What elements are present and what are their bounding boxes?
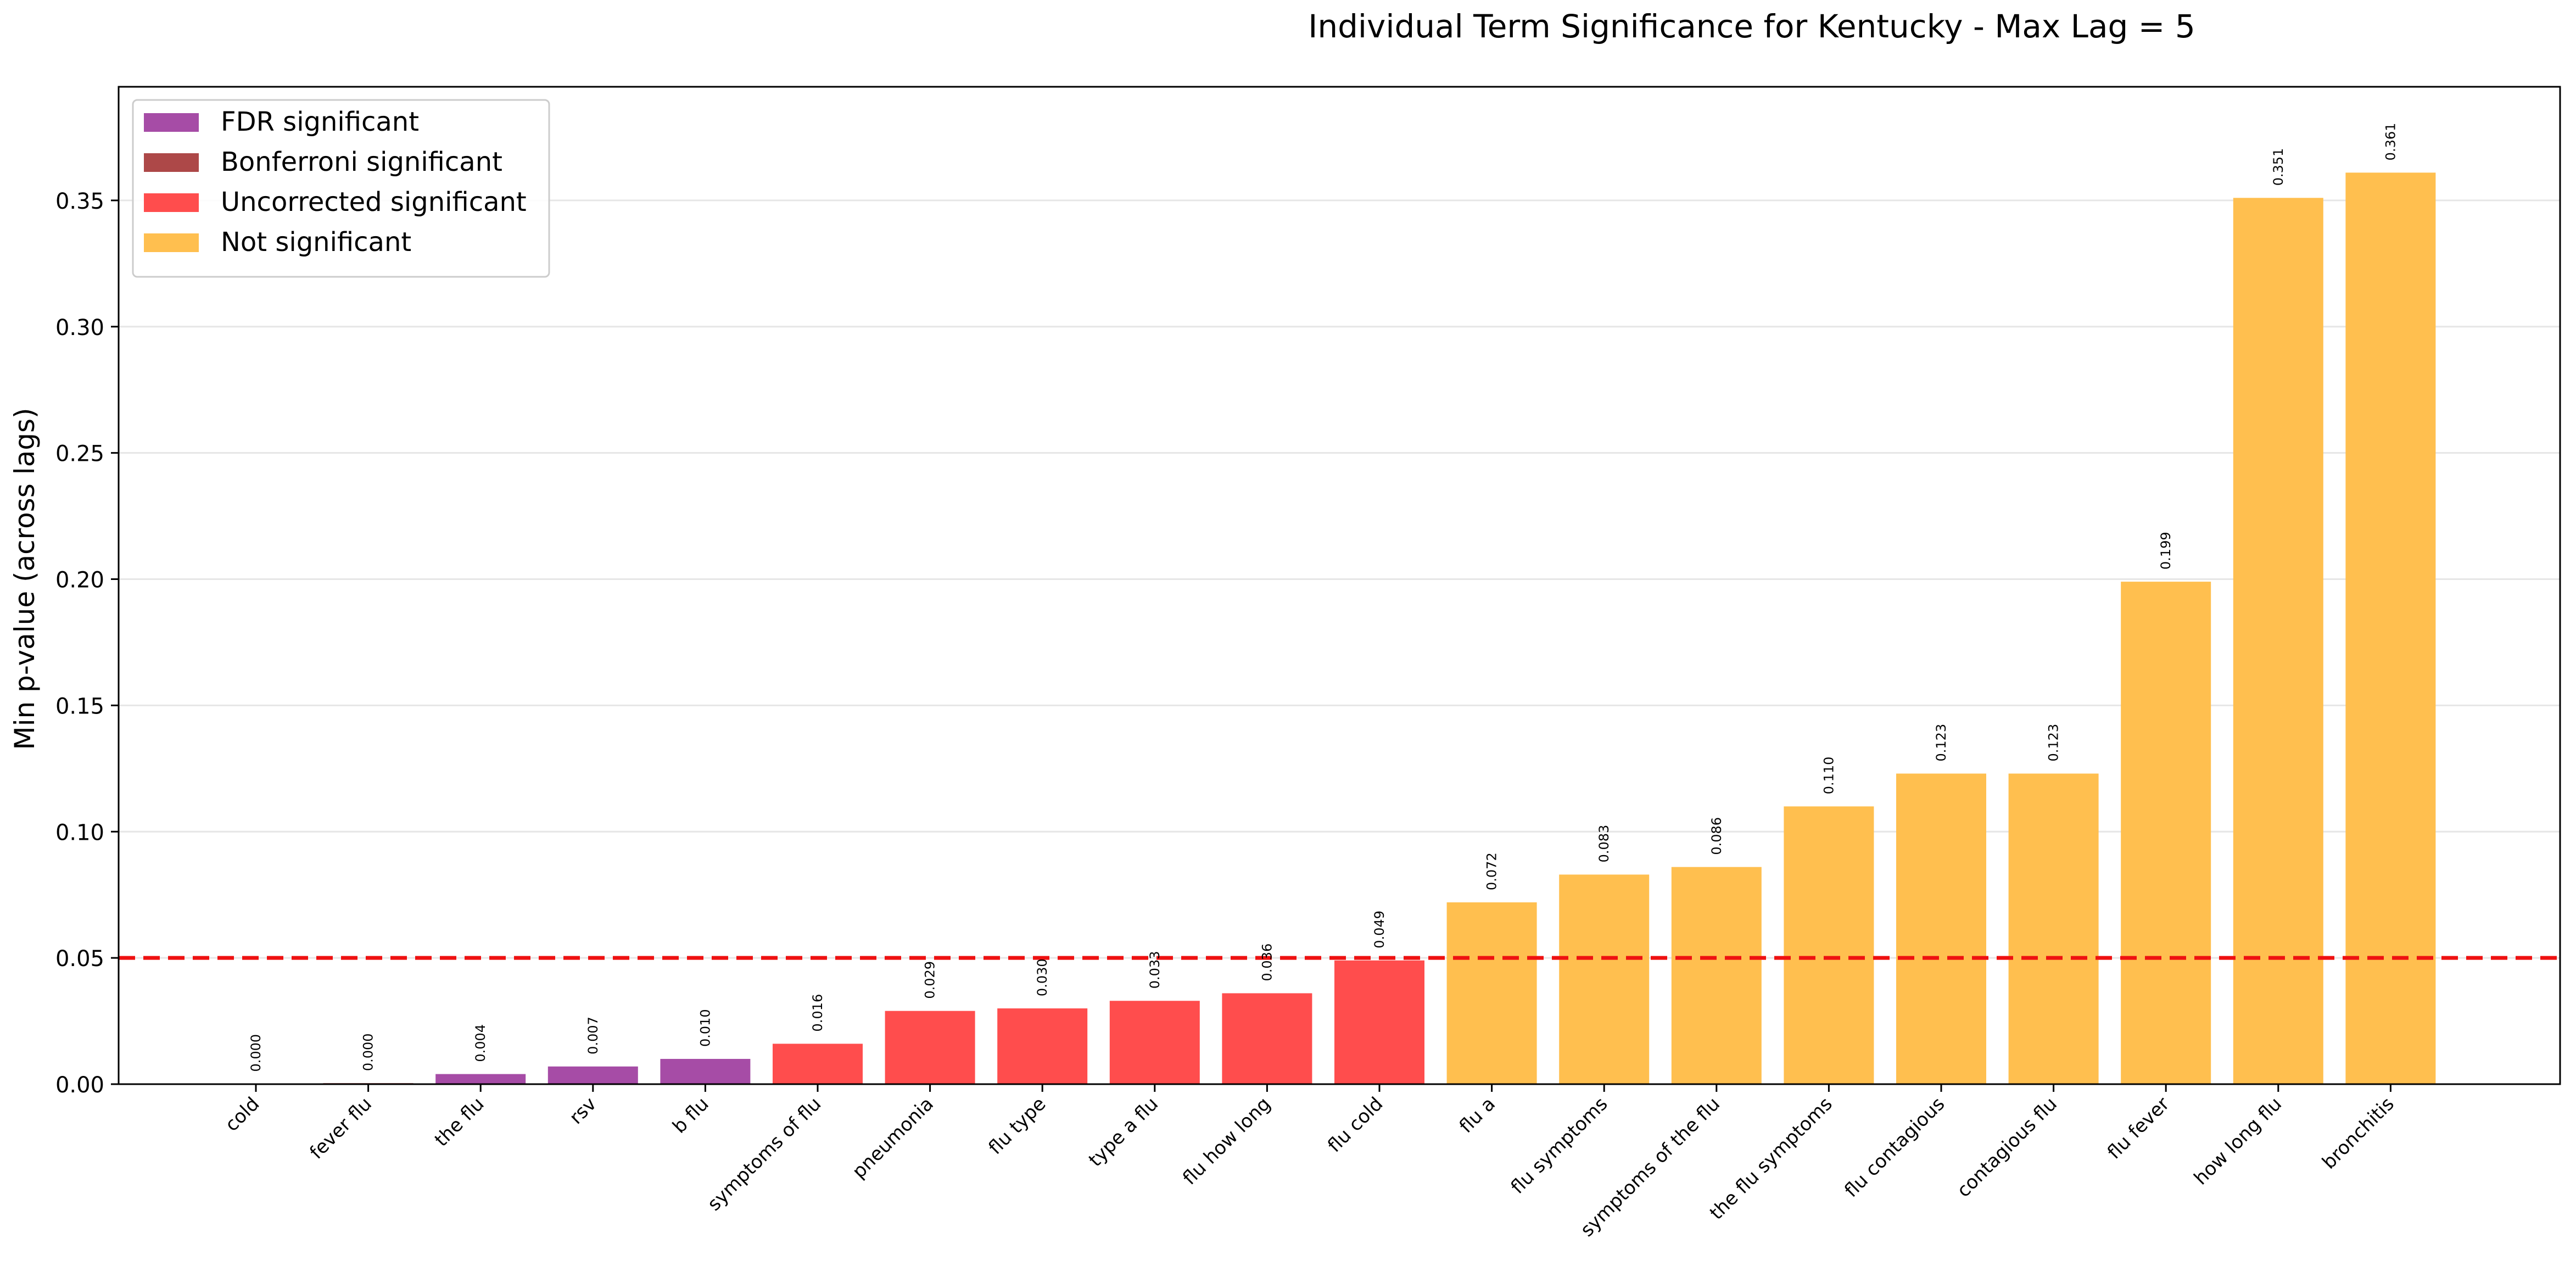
bar (2345, 172, 2435, 1084)
value-label: 0.007 (585, 1017, 601, 1054)
bar (1222, 993, 1312, 1084)
legend-label: Uncorrected significant (221, 187, 527, 217)
bar (997, 1008, 1087, 1084)
value-label: 0.351 (2271, 148, 2286, 186)
y-axis-label: Min p-value (across lags) (9, 408, 41, 750)
bar (548, 1067, 638, 1084)
bar (2009, 774, 2099, 1084)
value-label: 0.016 (810, 994, 825, 1032)
value-label: 0.033 (1147, 951, 1163, 989)
value-label: 0.083 (1596, 825, 1612, 863)
value-label: 0.072 (1484, 852, 1500, 890)
legend-swatch (144, 193, 199, 212)
bar (2233, 198, 2323, 1084)
value-label: 0.000 (248, 1034, 264, 1072)
value-label: 0.030 (1035, 958, 1050, 996)
value-label: 0.000 (361, 1033, 376, 1071)
y-tick-label: 0.30 (55, 315, 104, 341)
bar (1896, 774, 1986, 1084)
legend-label: Not significant (221, 227, 411, 258)
y-tick-label: 0.25 (55, 442, 104, 467)
legend-swatch (144, 113, 199, 132)
legend: FDR significant Bonferroni significant Unc… (133, 100, 549, 277)
legend-label: FDR significant (221, 107, 419, 137)
chart-title: Individual Term Significance for Kentuck… (1308, 8, 2195, 45)
bar (1784, 806, 1874, 1084)
value-label: 0.049 (1372, 911, 1387, 948)
y-tick-label: 0.20 (55, 568, 104, 593)
bar (1447, 902, 1537, 1084)
y-tick-label: 0.10 (55, 820, 104, 845)
y-tick-label: 0.05 (55, 946, 104, 972)
value-label: 0.361 (2383, 123, 2398, 161)
legend-label: Bonferroni significant (221, 147, 502, 177)
legend-swatch (144, 153, 199, 172)
value-label: 0.029 (923, 961, 938, 999)
value-label: 0.199 (2158, 532, 2173, 570)
bar (1334, 961, 1424, 1084)
bar (2121, 582, 2211, 1084)
y-tick-label: 0.15 (55, 694, 104, 719)
value-label: 0.036 (1259, 944, 1275, 981)
bar (1559, 874, 1649, 1084)
bar (660, 1059, 750, 1084)
y-tick-label: 0.00 (55, 1073, 104, 1098)
value-label: 0.123 (2046, 724, 2061, 762)
value-label: 0.086 (1709, 817, 1724, 855)
bar (885, 1011, 975, 1084)
bar (1110, 1001, 1200, 1084)
y-tick-label: 0.35 (55, 189, 104, 214)
legend-swatch (144, 233, 199, 252)
value-label: 0.110 (1821, 757, 1836, 795)
bar (1672, 867, 1762, 1084)
value-label: 0.123 (1934, 724, 1949, 762)
bar (435, 1074, 526, 1084)
value-label: 0.004 (473, 1024, 488, 1062)
value-label: 0.010 (697, 1009, 713, 1047)
bar (773, 1044, 863, 1084)
